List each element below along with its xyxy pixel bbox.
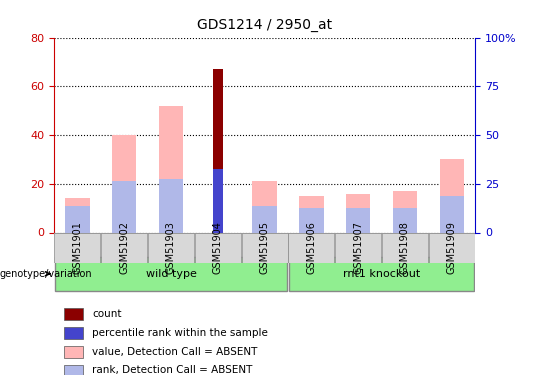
Text: GSM51905: GSM51905 xyxy=(260,221,269,274)
Bar xyxy=(440,196,464,232)
Title: GDS1214 / 2950_at: GDS1214 / 2950_at xyxy=(197,18,332,32)
Text: rank, Detection Call = ABSENT: rank, Detection Call = ABSENT xyxy=(92,366,252,375)
Text: GSM51903: GSM51903 xyxy=(166,221,176,274)
Text: rnt1 knockout: rnt1 knockout xyxy=(343,269,420,279)
Bar xyxy=(64,346,83,358)
Bar xyxy=(382,232,428,262)
Bar xyxy=(440,159,464,232)
Bar xyxy=(65,206,90,232)
Bar xyxy=(213,69,222,232)
Bar xyxy=(288,232,334,262)
Bar xyxy=(393,208,417,232)
Text: count: count xyxy=(92,309,122,319)
Text: GSM51902: GSM51902 xyxy=(119,221,129,274)
Bar xyxy=(112,182,137,232)
Bar xyxy=(429,232,475,262)
Bar xyxy=(213,169,222,232)
Bar xyxy=(195,232,241,262)
Text: GSM51908: GSM51908 xyxy=(400,221,410,274)
Bar xyxy=(299,196,323,232)
Bar xyxy=(112,135,137,232)
Bar xyxy=(55,232,100,262)
Text: percentile rank within the sample: percentile rank within the sample xyxy=(92,328,268,338)
Bar xyxy=(64,364,83,375)
Text: GSM51904: GSM51904 xyxy=(213,221,223,274)
Bar xyxy=(148,232,194,262)
Text: GSM51901: GSM51901 xyxy=(72,221,83,274)
Text: wild type: wild type xyxy=(146,269,197,279)
Bar xyxy=(159,179,183,232)
Bar xyxy=(393,191,417,232)
Text: genotype/variation: genotype/variation xyxy=(0,269,93,279)
Bar xyxy=(102,232,147,262)
Bar xyxy=(252,206,277,232)
Text: GSM51907: GSM51907 xyxy=(353,221,363,274)
Bar xyxy=(299,208,323,232)
Bar xyxy=(159,106,183,232)
Bar xyxy=(64,327,83,339)
Bar xyxy=(65,198,90,232)
Text: GSM51909: GSM51909 xyxy=(447,221,457,274)
Text: value, Detection Call = ABSENT: value, Detection Call = ABSENT xyxy=(92,347,258,357)
Bar xyxy=(335,232,381,262)
Text: GSM51906: GSM51906 xyxy=(306,221,316,274)
FancyBboxPatch shape xyxy=(55,257,287,291)
FancyBboxPatch shape xyxy=(289,257,474,291)
Bar xyxy=(346,194,370,232)
Bar xyxy=(242,232,287,262)
Bar xyxy=(346,208,370,232)
Bar xyxy=(252,182,277,232)
Bar xyxy=(64,308,83,320)
